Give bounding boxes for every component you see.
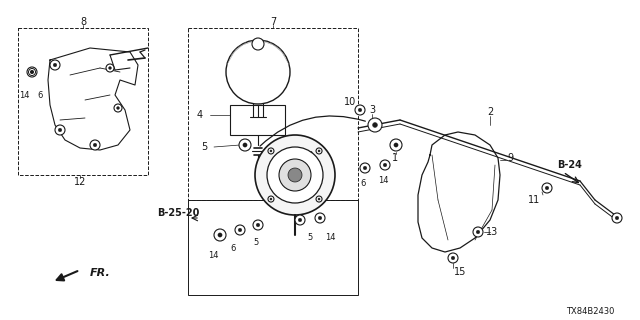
Circle shape	[368, 118, 382, 132]
Text: 9: 9	[507, 153, 513, 163]
Circle shape	[93, 143, 97, 147]
Circle shape	[116, 107, 120, 109]
Circle shape	[451, 256, 455, 260]
Circle shape	[318, 198, 320, 200]
Circle shape	[50, 60, 60, 70]
Circle shape	[448, 253, 458, 263]
Circle shape	[545, 186, 548, 190]
Circle shape	[252, 38, 264, 50]
Circle shape	[316, 148, 322, 154]
Text: 3: 3	[307, 150, 313, 159]
Text: 15: 15	[454, 267, 466, 277]
Circle shape	[473, 227, 483, 237]
Circle shape	[114, 104, 122, 112]
Bar	[230, 105, 285, 135]
Circle shape	[318, 216, 322, 220]
Circle shape	[316, 196, 322, 202]
Circle shape	[30, 70, 34, 74]
Text: 14: 14	[324, 233, 335, 242]
Text: 6: 6	[37, 91, 43, 100]
Circle shape	[29, 68, 35, 76]
Circle shape	[58, 128, 61, 132]
Circle shape	[243, 143, 247, 147]
Text: 10: 10	[344, 97, 356, 107]
Circle shape	[380, 160, 390, 170]
Text: 5: 5	[307, 233, 312, 242]
Text: 2: 2	[487, 107, 493, 117]
Circle shape	[288, 168, 302, 182]
Text: 1: 1	[392, 153, 398, 163]
Circle shape	[30, 70, 34, 74]
Circle shape	[390, 139, 402, 151]
Circle shape	[355, 105, 365, 115]
Text: B-24: B-24	[557, 160, 582, 170]
Circle shape	[476, 230, 480, 234]
Circle shape	[27, 67, 37, 77]
Text: B-25-20: B-25-20	[157, 208, 200, 218]
Text: 12: 12	[74, 177, 86, 187]
Text: 3: 3	[369, 105, 375, 115]
Circle shape	[279, 159, 311, 191]
Circle shape	[318, 150, 320, 152]
Circle shape	[90, 140, 100, 150]
Text: 4: 4	[197, 110, 203, 120]
Circle shape	[31, 71, 33, 73]
Circle shape	[315, 213, 325, 223]
Circle shape	[238, 228, 242, 232]
Circle shape	[255, 135, 335, 215]
Text: 5: 5	[253, 237, 259, 246]
Circle shape	[253, 220, 263, 230]
Text: 14: 14	[19, 91, 29, 100]
Text: 11: 11	[528, 195, 540, 205]
Circle shape	[235, 225, 245, 235]
Circle shape	[106, 64, 114, 72]
Circle shape	[298, 218, 301, 222]
Circle shape	[542, 183, 552, 193]
Circle shape	[31, 71, 33, 73]
Circle shape	[372, 123, 378, 127]
Bar	[18, 28, 148, 175]
Text: 6: 6	[230, 244, 236, 252]
Circle shape	[55, 125, 65, 135]
Circle shape	[270, 198, 272, 200]
Circle shape	[612, 213, 622, 223]
Text: 13: 13	[486, 227, 498, 237]
Circle shape	[256, 223, 260, 227]
Circle shape	[267, 147, 323, 203]
Circle shape	[268, 148, 274, 154]
Circle shape	[53, 63, 57, 67]
Bar	[188, 28, 358, 200]
Circle shape	[268, 196, 274, 202]
Text: TX84B2430: TX84B2430	[566, 308, 614, 316]
Text: 6: 6	[360, 179, 365, 188]
Text: 8: 8	[80, 17, 86, 27]
Circle shape	[358, 108, 362, 112]
Text: 14: 14	[208, 251, 218, 260]
Circle shape	[383, 163, 387, 167]
Text: 5: 5	[201, 142, 207, 152]
Circle shape	[214, 229, 226, 241]
Circle shape	[615, 216, 619, 220]
Circle shape	[239, 139, 251, 151]
Text: 7: 7	[270, 17, 276, 27]
Text: 14: 14	[378, 175, 388, 185]
Circle shape	[360, 163, 370, 173]
Circle shape	[218, 233, 222, 237]
Circle shape	[364, 166, 367, 170]
Text: FR.: FR.	[90, 268, 111, 278]
Circle shape	[295, 215, 305, 225]
Circle shape	[226, 40, 290, 104]
Bar	[188, 200, 358, 295]
Circle shape	[109, 67, 111, 69]
Circle shape	[270, 150, 272, 152]
Circle shape	[394, 143, 398, 147]
